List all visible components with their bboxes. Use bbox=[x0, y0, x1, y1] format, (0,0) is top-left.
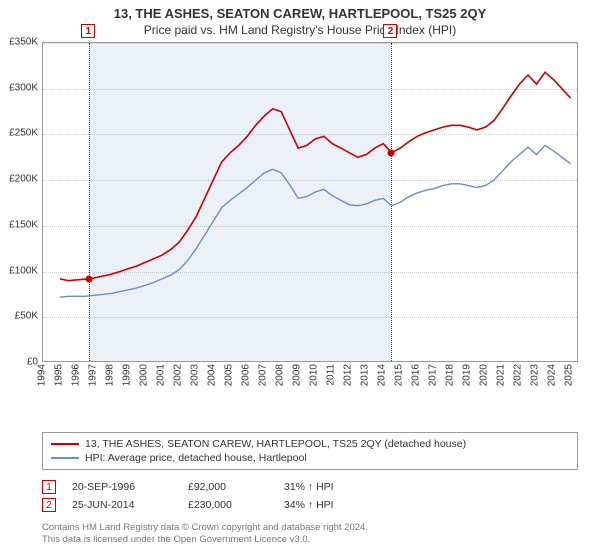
sale-diff: 31% ↑ HPI bbox=[284, 481, 384, 493]
sale-price: £230,000 bbox=[188, 499, 268, 511]
sale-date: 25-JUN-2014 bbox=[72, 499, 172, 511]
ytick-label: £200K bbox=[0, 174, 38, 185]
xtick-label: 2004 bbox=[207, 364, 218, 386]
ytick-label: £0 bbox=[0, 357, 38, 368]
xtick-label: 2012 bbox=[343, 364, 354, 386]
xtick-label: 2017 bbox=[428, 364, 439, 386]
legend-label: HPI: Average price, detached house, Hart… bbox=[85, 452, 307, 464]
chart-area: £0£50K£100K£150K£200K£250K£300K£350K 199… bbox=[42, 42, 578, 392]
xtick-label: 2016 bbox=[411, 364, 422, 386]
plot-region bbox=[42, 42, 578, 362]
xtick-label: 2022 bbox=[513, 364, 524, 386]
xtick-label: 2021 bbox=[496, 364, 507, 386]
sale-marker-2: 2 bbox=[383, 24, 397, 38]
series-property bbox=[60, 72, 571, 280]
xtick-label: 2011 bbox=[326, 364, 337, 386]
sale-diff: 34% ↑ HPI bbox=[284, 499, 384, 511]
series-hpi bbox=[60, 145, 571, 297]
xtick-label: 2001 bbox=[156, 364, 167, 386]
legend-label: 13, THE ASHES, SEATON CAREW, HARTLEPOOL,… bbox=[85, 438, 466, 450]
sale-row: 2 25-JUN-2014 £230,000 34% ↑ HPI bbox=[42, 496, 578, 514]
sales-table: 1 20-SEP-1996 £92,000 31% ↑ HPI 2 25-JUN-2014… bbox=[42, 478, 578, 514]
xtick-label: 2008 bbox=[275, 364, 286, 386]
xtick-label: 2007 bbox=[258, 364, 269, 386]
sale-row-marker: 2 bbox=[42, 498, 56, 512]
xtick-label: 1994 bbox=[37, 364, 48, 386]
xtick-label: 2002 bbox=[173, 364, 184, 386]
xtick-label: 2020 bbox=[479, 364, 490, 386]
legend-row: HPI: Average price, detached house, Hart… bbox=[51, 451, 569, 465]
xtick-label: 2013 bbox=[360, 364, 371, 386]
sale-date: 20-SEP-1996 bbox=[72, 481, 172, 493]
legend-swatch bbox=[51, 443, 79, 445]
xtick-label: 2024 bbox=[547, 364, 558, 386]
sale-row: 1 20-SEP-1996 £92,000 31% ↑ HPI bbox=[42, 478, 578, 496]
xtick-label: 1999 bbox=[122, 364, 133, 386]
xtick-label: 2019 bbox=[462, 364, 473, 386]
ytick-label: £150K bbox=[0, 219, 38, 230]
xtick-label: 2015 bbox=[394, 364, 405, 386]
sale-marker-1: 1 bbox=[81, 24, 95, 38]
xtick-label: 2025 bbox=[564, 364, 575, 386]
line-series-svg bbox=[43, 43, 578, 362]
footer-line-1: Contains HM Land Registry data © Crown c… bbox=[42, 522, 578, 534]
xtick-label: 1997 bbox=[88, 364, 99, 386]
sale-dot bbox=[86, 275, 93, 282]
xtick-label: 1996 bbox=[71, 364, 82, 386]
xtick-label: 2009 bbox=[292, 364, 303, 386]
xtick-label: 2010 bbox=[309, 364, 320, 386]
xtick-label: 2003 bbox=[190, 364, 201, 386]
sale-row-marker: 1 bbox=[42, 480, 56, 494]
sale-price: £92,000 bbox=[188, 481, 268, 493]
ytick-label: £250K bbox=[0, 128, 38, 139]
legend-row: 13, THE ASHES, SEATON CAREW, HARTLEPOOL,… bbox=[51, 437, 569, 451]
ytick-label: £50K bbox=[0, 311, 38, 322]
sale-dot bbox=[388, 149, 395, 156]
footer-attribution: Contains HM Land Registry data © Crown c… bbox=[42, 522, 578, 547]
xtick-label: 2005 bbox=[224, 364, 235, 386]
xtick-label: 1998 bbox=[105, 364, 116, 386]
xtick-label: 2023 bbox=[530, 364, 541, 386]
xtick-label: 1995 bbox=[54, 364, 65, 386]
ytick-label: £100K bbox=[0, 265, 38, 276]
xtick-label: 2006 bbox=[241, 364, 252, 386]
legend-swatch bbox=[51, 457, 79, 459]
chart-title: 13, THE ASHES, SEATON CAREW, HARTLEPOOL,… bbox=[0, 0, 600, 21]
xtick-label: 2000 bbox=[139, 364, 150, 386]
legend-box: 13, THE ASHES, SEATON CAREW, HARTLEPOOL,… bbox=[42, 432, 578, 470]
ytick-label: £350K bbox=[0, 37, 38, 48]
xtick-label: 2014 bbox=[377, 364, 388, 386]
footer-line-2: This data is licensed under the Open Gov… bbox=[42, 534, 578, 546]
xtick-label: 2018 bbox=[445, 364, 456, 386]
ytick-label: £300K bbox=[0, 82, 38, 93]
